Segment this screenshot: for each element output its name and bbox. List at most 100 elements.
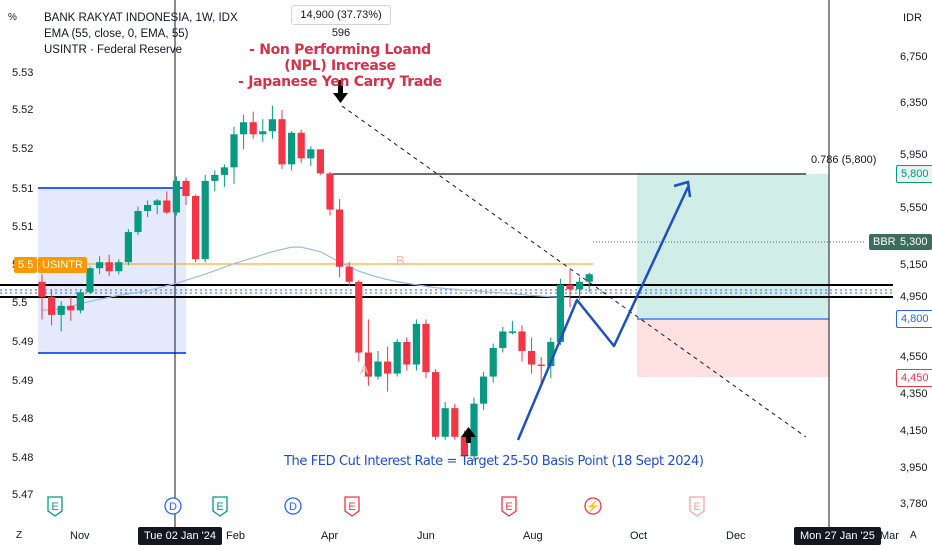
candle-body-30: [326, 173, 334, 210]
candle-body-18: [211, 174, 219, 181]
target-price-tag: 5,800: [896, 165, 932, 183]
candle-body-43: [451, 408, 459, 437]
npl-annotation: - Non Performing Loand (NPL) Increase - …: [226, 42, 454, 90]
npl-annotation-line2: - Japanese Yen Carry Trade: [238, 74, 442, 90]
target-zone: [637, 174, 829, 319]
candle-body-38: [403, 341, 411, 365]
x-axis-label: Oct: [630, 530, 647, 542]
x-axis-label: Nov: [70, 530, 90, 542]
candle-body-50: [518, 331, 526, 351]
candle-body-41: [432, 372, 440, 437]
candle-body-32: [345, 266, 353, 282]
right-unit-label: IDR: [903, 12, 922, 24]
candle-body-39: [412, 323, 420, 365]
ema-indicator-label[interactable]: EMA (55, close, 0, EMA, 55): [44, 28, 189, 40]
downtrend-line: [341, 105, 807, 438]
pattern-label-b: B: [396, 253, 405, 268]
fed-cut-annotation: The FED Cut Interest Rate = Target 25-50…: [284, 454, 704, 469]
left-axis-tick: 5.48: [12, 452, 33, 464]
candle-body-0: [38, 281, 46, 297]
candle-body-19: [220, 167, 228, 175]
candle-body-40: [422, 323, 430, 373]
symbol-price-name-tag: BBRI: [869, 234, 903, 250]
left-axis-tick: 5.52: [12, 104, 33, 116]
candle-body-56: [576, 281, 584, 290]
left-axis-tick: 5.49: [12, 375, 33, 387]
candle-body-57: [585, 274, 593, 282]
x-axis-label: Aug: [523, 530, 543, 542]
drawings-layer: [333, 80, 692, 443]
candle-body-3: [67, 305, 75, 311]
up-arrow-marker: [461, 427, 476, 443]
chart-legend[interactable]: BANK RAKYAT INDONESIA, 1W, IDX EMA (55, …: [44, 10, 238, 58]
bottom-left-label: Z: [16, 530, 23, 541]
left-axis-tick: 5.52: [12, 143, 33, 155]
candle-body-12: [153, 200, 161, 205]
event-marker-label: ⚡: [586, 500, 600, 513]
event-marker-label: E: [505, 501, 512, 513]
candle-body-52: [537, 364, 545, 367]
event-markers: E D E D E E ⚡ E: [47, 496, 705, 517]
candle-body-20: [230, 134, 238, 168]
event-marker-circle: [284, 497, 302, 515]
candle-body-49: [508, 331, 516, 333]
left-axis-tick: 5.49: [12, 336, 33, 348]
candle-body-1: [48, 296, 56, 315]
event-marker-label: E: [216, 501, 223, 513]
symbol-title[interactable]: BANK RAKYAT INDONESIA, 1W, IDX: [44, 12, 238, 24]
x-axis-label: Feb: [226, 530, 245, 542]
candle-body-45: [470, 403, 478, 457]
candle-body-37: [393, 341, 401, 374]
candle-body-28: [307, 149, 315, 159]
candle-body-7: [105, 262, 113, 272]
projection-path: [516, 186, 690, 441]
right-axis-tick: 3,950: [900, 462, 928, 474]
usintr-name-tag: USINTR: [38, 257, 87, 273]
left-axis-tick: 5.53: [12, 67, 33, 79]
right-axis-tick: 3,780: [900, 498, 928, 510]
candle-body-48: [499, 331, 507, 348]
event-marker-circle: [584, 497, 602, 515]
candle-body-6: [96, 262, 104, 269]
x-axis: Nov Feb Apr Jun Aug Oct Dec Mar: [70, 530, 899, 542]
candle-body-10: [134, 211, 142, 233]
event-marker-label: D: [169, 501, 177, 513]
candle-body-24: [268, 119, 276, 132]
right-axis-tick: 6,350: [900, 97, 928, 109]
candle-body-53: [547, 341, 555, 367]
candle-body-36: [384, 361, 392, 374]
right-axis-tick: 4,150: [900, 425, 928, 437]
ema-layer: [41, 246, 571, 311]
crosshair-date-right: Mon 27 Jan '25: [794, 527, 881, 545]
candle-body-29: [316, 149, 324, 174]
event-marker-shield: [212, 496, 228, 517]
candle-body-17: [201, 180, 209, 260]
lines-layer: [0, 0, 893, 528]
ema-55-line: [41, 246, 571, 311]
candle-body-25: [278, 119, 286, 165]
event-marker-shield: [501, 496, 517, 517]
crosshair-date-left: Tue 02 Jan '24: [138, 527, 223, 545]
candle-body-33: [355, 281, 363, 353]
candle-body-54: [556, 284, 564, 342]
candle-body-8: [115, 262, 123, 272]
candle-body-27: [297, 132, 305, 159]
right-axis-tick: 4,950: [900, 291, 928, 303]
candle-body-16: [192, 195, 200, 260]
measure-tooltip: 14,900 (37.73%) 596: [291, 5, 391, 39]
event-marker-label: E: [51, 501, 58, 513]
x-axis-label: Jun: [417, 530, 435, 542]
x-axis-label: Apr: [321, 530, 338, 542]
right-axis-tick: 4,550: [900, 351, 928, 363]
candle-body-21: [240, 122, 248, 135]
candle-body-34: [364, 352, 372, 377]
x-axis-label: Mar: [880, 530, 899, 542]
current-price-tag: 5,300: [896, 234, 932, 250]
usintr-overlay-label[interactable]: USINTR · Federal Reserve: [44, 44, 183, 56]
event-marker-label: E: [348, 501, 355, 513]
pattern-label-a: A: [360, 362, 369, 377]
npl-annotation-line1: - Non Performing Loand (NPL) Increase: [249, 42, 431, 74]
left-axis-tick: 5.5: [12, 297, 27, 309]
right-axis-tick: 4,350: [900, 388, 928, 400]
